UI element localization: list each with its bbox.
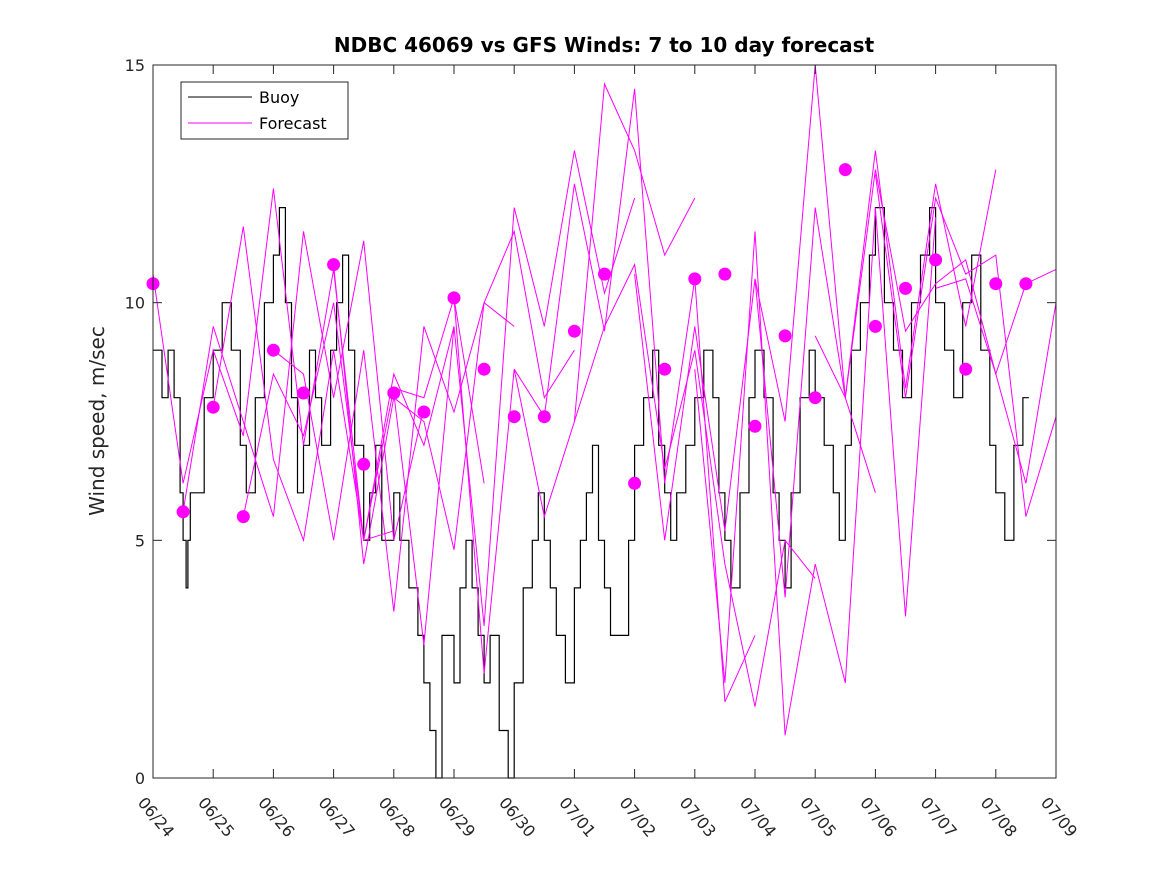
forecast-line-9 (513, 88, 756, 703)
forecast-marker (989, 277, 1003, 291)
forecast-marker (417, 405, 431, 419)
forecast-marker (507, 410, 521, 424)
forecast-marker (236, 510, 250, 524)
forecast-line-13 (754, 150, 997, 598)
forecast-marker (598, 267, 611, 281)
forecast-marker (176, 505, 190, 519)
forecast-marker (838, 163, 852, 177)
forecast-line-12 (694, 207, 937, 736)
buoy-series-layer (153, 207, 1029, 779)
y-tick-label: 0 (135, 769, 145, 788)
forecast-marker (628, 476, 642, 490)
forecast-marker (266, 343, 280, 357)
buoy-line (153, 207, 1029, 779)
forecast-marker (537, 410, 551, 424)
y-axis-label: Wind speed, m/sec (85, 326, 109, 516)
forecast-marker (718, 267, 732, 281)
chart-title: NDBC 46069 vs GFS Winds: 7 to 10 day for… (334, 33, 875, 57)
forecast-marker (567, 324, 581, 338)
forecast-marker (808, 391, 822, 405)
forecast-marker (959, 362, 973, 376)
forecast-marker (206, 400, 220, 414)
forecast-marker (748, 419, 762, 433)
forecast-line-14 (814, 169, 1057, 400)
axes-box (152, 64, 1057, 779)
forecast-series-layer (152, 64, 1057, 736)
y-tick-label: 5 (135, 531, 145, 550)
legend-label-buoy: Buoy (259, 88, 299, 107)
forecast-marker (477, 362, 491, 376)
plot-area (153, 65, 1056, 778)
legend-label-forecast: Forecast (259, 114, 327, 133)
forecast-marker (688, 272, 702, 286)
forecast-line-1 (152, 188, 394, 541)
forecast-line-16 (935, 278, 1057, 484)
y-tick-label: 10 (125, 294, 145, 313)
forecast-line-7 (393, 150, 636, 645)
forecast-marker (899, 281, 912, 295)
forecast-line-6 (333, 229, 575, 565)
forecast-markers-layer (146, 163, 1033, 524)
forecast-marker (327, 258, 341, 272)
forecast-line-15 (874, 174, 1057, 517)
forecast-marker (357, 457, 371, 471)
legend-box (180, 81, 349, 140)
forecast-line-4 (242, 297, 485, 541)
forecast-marker (1019, 277, 1033, 291)
forecast-marker (929, 253, 943, 267)
forecast-marker (447, 291, 461, 305)
forecast-marker (868, 319, 882, 333)
legend: Buoy Forecast (180, 81, 349, 140)
forecast-line-10 (573, 262, 816, 707)
forecast-marker (387, 386, 401, 400)
forecast-marker (658, 362, 672, 376)
y-tick-label: 15 (125, 56, 145, 75)
forecast-marker (778, 329, 792, 343)
forecast-marker (297, 386, 310, 400)
forecast-line-5 (273, 301, 515, 612)
